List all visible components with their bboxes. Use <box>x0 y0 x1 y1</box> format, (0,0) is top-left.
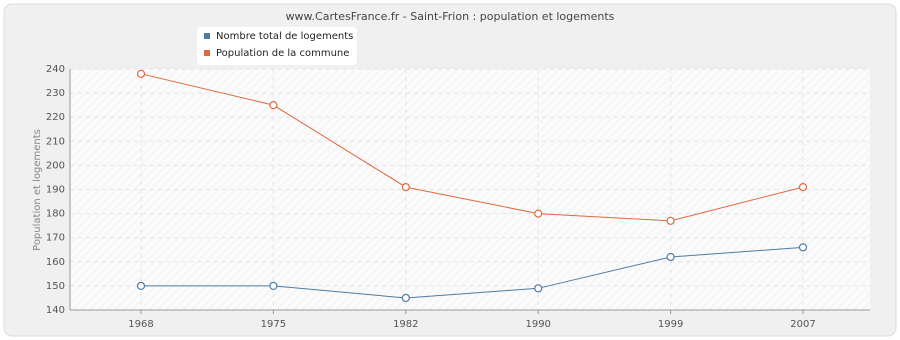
data-point <box>534 284 543 293</box>
y-tick-label: 140 <box>46 305 65 316</box>
y-tick-label: 240 <box>46 64 65 75</box>
chart-title: www.CartesFrance.fr - Saint-Frion : popu… <box>286 10 615 23</box>
data-point <box>136 281 146 290</box>
y-tick-label: 170 <box>46 233 65 244</box>
data-point <box>534 209 543 218</box>
data-point <box>666 252 675 262</box>
x-tick-label: 1990 <box>525 319 550 330</box>
x-tick-label: 1982 <box>393 319 418 330</box>
legend-label: Population de la commune <box>216 48 349 59</box>
legend-swatch <box>204 50 210 56</box>
data-point <box>401 182 410 192</box>
data-point <box>136 69 146 78</box>
y-tick-label: 160 <box>46 257 65 268</box>
x-tick-label: 1999 <box>658 319 683 330</box>
data-point <box>269 281 278 290</box>
y-tick-label: 190 <box>46 185 65 196</box>
x-tick-label: 1968 <box>128 319 153 330</box>
x-tick-label: 2007 <box>790 319 815 330</box>
data-point <box>666 216 675 225</box>
y-tick-label: 200 <box>46 160 65 171</box>
x-tick-label: 1975 <box>261 319 286 330</box>
legend-swatch <box>204 33 210 39</box>
series-line <box>141 246 804 299</box>
data-point <box>798 243 808 252</box>
y-tick-label: 230 <box>46 88 65 99</box>
y-tick-label: 180 <box>46 209 65 220</box>
y-tick-label: 150 <box>46 281 65 292</box>
data-point <box>269 101 278 110</box>
data-point <box>798 182 808 192</box>
y-tick-label: 220 <box>46 112 65 123</box>
legend <box>197 27 357 65</box>
y-axis-label: Population et logements <box>32 129 43 251</box>
y-tick-label: 210 <box>46 136 65 147</box>
legend-label: Nombre total de logements <box>216 31 353 42</box>
data-point <box>401 293 410 303</box>
series-line <box>140 73 804 222</box>
